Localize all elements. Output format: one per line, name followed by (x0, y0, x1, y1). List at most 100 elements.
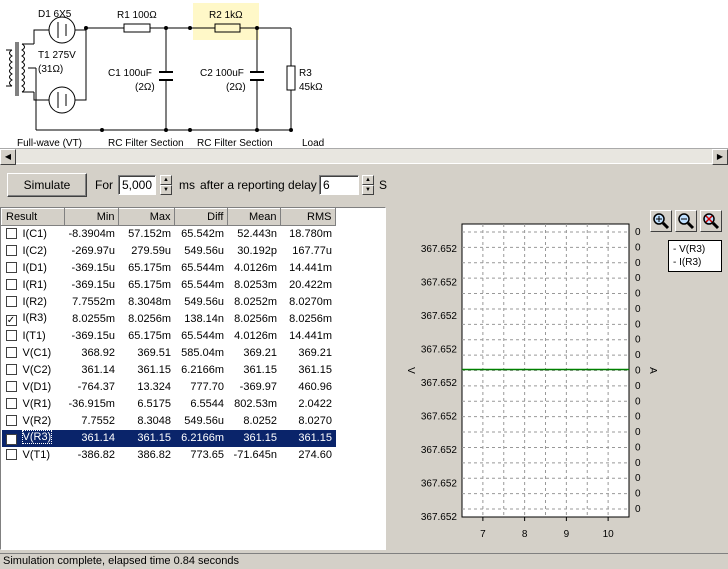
zoom-out-icon[interactable] (675, 210, 697, 232)
table-row[interactable]: V(C1) 368.92 369.51 585.04m 369.21 369.21 (2, 345, 336, 362)
y2-tick-label: 0 (635, 396, 641, 407)
results-table-panel[interactable]: Result Min Max Diff Mean RMS I(C1) -8.390… (0, 207, 386, 550)
resistor-r3[interactable] (286, 65, 296, 91)
table-row[interactable]: I(C1) -8.3904m 57.152m 65.542m 52.443n 18.780… (2, 226, 336, 243)
column-header-min[interactable]: Min (63, 208, 120, 226)
diode-d1-upper[interactable] (48, 16, 76, 44)
result-name-cell[interactable]: V(C1) (2, 345, 65, 362)
result-diff-cell: 585.04m (181, 347, 224, 359)
result-rms-cell: 361.15 (298, 364, 332, 376)
result-name-cell[interactable]: I(C1) (2, 226, 65, 243)
table-row[interactable]: V(C2) 361.14 361.15 6.2166m 361.15 361.15 (2, 362, 336, 379)
scroll-right-icon[interactable]: ▶ (712, 149, 728, 165)
result-name-cell[interactable]: I(R1) (2, 277, 65, 294)
diode-d1-lower[interactable] (48, 86, 76, 114)
result-mean-cell: 361.15 (227, 429, 281, 447)
result-name: V(C2) (22, 364, 52, 376)
result-checkbox[interactable]: ✓ (5, 434, 17, 445)
result-name: V(C1) (22, 347, 52, 359)
y2-tick-label: 0 (635, 258, 641, 269)
table-row[interactable]: I(C2) -269.97u 279.59u 549.56u 30.192p 167.77… (2, 243, 336, 260)
table-row[interactable]: V(D1) -764.37 13.324 777.70 -369.97 460.96 (2, 379, 336, 396)
table-row[interactable]: I(R1) -369.15u 65.175m 65.544m 8.0253m 20.422… (2, 277, 336, 294)
resistor-r1[interactable] (123, 23, 151, 33)
result-mean-cell: 4.0126m (234, 330, 277, 342)
result-checkbox[interactable] (5, 296, 17, 307)
table-row[interactable]: V(R1) -36.915m 6.5175 6.5544 802.53m 2.0422 (2, 396, 336, 413)
result-name: V(R3) (21, 430, 53, 444)
circuit-schematic[interactable]: D1 6X5 T1 275V (31Ω) R1 100Ω R2 1kΩ C1 1… (0, 0, 728, 148)
delay-spinner[interactable]: ▲ ▼ (362, 175, 374, 195)
spin-up-icon[interactable]: ▲ (160, 175, 172, 185)
result-checkbox[interactable] (5, 381, 17, 392)
result-checkbox[interactable] (5, 262, 17, 273)
result-max-cell: 57.152m (128, 228, 171, 241)
spin-up-icon[interactable]: ▲ (362, 175, 374, 185)
result-checkbox[interactable] (5, 398, 17, 409)
result-name-cell[interactable]: V(D1) (2, 379, 65, 396)
y-tick-label: 367.652 (421, 244, 458, 255)
spin-down-icon[interactable]: ▼ (160, 185, 172, 195)
result-min-cell: -369.15u (71, 262, 115, 274)
table-row[interactable]: I(T1) -369.15u 65.175m 65.544m 4.0126m 14.441… (2, 328, 336, 345)
delay-input[interactable]: 6 (319, 175, 359, 195)
x-tick-label: 10 (603, 529, 615, 540)
table-row[interactable]: ✓ V(R3) 361.14 361.15 6.2166m 361.15 361.15 (1, 429, 336, 447)
result-checkbox[interactable] (5, 245, 17, 256)
resistor-r2[interactable] (214, 23, 241, 33)
table-row[interactable]: V(R2) 7.7552 8.3048 549.56u 8.0252 8.0270 (2, 413, 336, 430)
result-name-cell[interactable]: ✓ V(R3) (1, 429, 65, 447)
result-name: I(T1) (22, 330, 46, 342)
result-min-cell: 361.14 (81, 364, 115, 376)
result-name-cell[interactable]: V(C2) (2, 362, 65, 379)
result-name-cell[interactable]: V(T1) (2, 447, 65, 464)
table-row[interactable]: ✓ I(R3) 8.0255m 8.0256m 138.14n 8.0256m 8.0256… (2, 311, 336, 328)
column-header-diff[interactable]: Diff (174, 208, 229, 226)
zoom-in-icon[interactable] (650, 210, 672, 232)
transformer-t1[interactable] (6, 42, 36, 96)
result-checkbox[interactable] (5, 415, 17, 426)
simulate-button[interactable]: Simulate (7, 173, 87, 197)
table-row[interactable]: I(D1) -369.15u 65.175m 65.544m 4.0126m 14.441… (2, 260, 336, 277)
capacitor-c2[interactable] (250, 71, 264, 81)
result-diff-cell: 549.56u (184, 245, 224, 257)
result-name-cell[interactable]: I(T1) (2, 328, 65, 345)
result-mean-cell: 8.0252 (243, 415, 277, 427)
scroll-left-icon[interactable]: ◀ (0, 149, 16, 165)
column-header-rms[interactable]: RMS (280, 208, 337, 226)
result-checkbox[interactable] (5, 449, 17, 460)
zoom-reset-icon[interactable] (700, 210, 722, 232)
y2-tick-label: 0 (635, 504, 641, 515)
result-checkbox[interactable]: ✓ (5, 315, 17, 326)
schematic-horizontal-scrollbar[interactable]: ◀ ▶ (0, 148, 728, 165)
result-name-cell[interactable]: I(C2) (2, 243, 65, 260)
result-name-cell[interactable]: I(R2) (2, 294, 65, 311)
result-name-cell[interactable]: V(R2) (2, 413, 65, 430)
result-checkbox[interactable] (5, 364, 17, 375)
duration-input[interactable]: 5,000 (118, 175, 156, 195)
table-row[interactable]: I(R2) 7.7552m 8.3048m 549.56u 8.0252m 8.0270m (2, 294, 336, 311)
graph-chart[interactable]: 0 0 0 0 0 0 0 0 0 0 0 0 0 0 0 0 0 0 0 367.652 367.652 367.652… (390, 207, 728, 550)
column-header-max[interactable]: Max (118, 208, 176, 226)
duration-spinner[interactable]: ▲ ▼ (160, 175, 172, 195)
column-header-mean[interactable]: Mean (227, 208, 282, 226)
table-row[interactable]: V(T1) -386.82 386.82 773.65 -71.645n 274.60 (2, 447, 336, 464)
result-name-cell[interactable]: V(R1) (2, 396, 65, 413)
column-header-result[interactable]: Result (1, 208, 65, 226)
result-checkbox[interactable] (5, 228, 17, 240)
result-name-cell[interactable]: I(D1) (2, 260, 65, 277)
result-checkbox[interactable] (5, 347, 17, 358)
y2-tick-label: 0 (635, 227, 641, 238)
result-checkbox[interactable] (5, 330, 17, 341)
result-diff-cell: 138.14n (184, 313, 224, 325)
result-diff-cell: 6.2166m (174, 429, 228, 447)
spin-down-icon[interactable]: ▼ (362, 185, 374, 195)
y-tick-label: 367.652 (421, 311, 458, 322)
result-max-cell: 65.175m (128, 330, 171, 342)
result-name: V(R2) (22, 415, 52, 427)
result-rms-cell: 8.0270m (289, 296, 332, 308)
result-max-cell: 8.3048 (137, 415, 171, 427)
result-name-cell[interactable]: ✓ I(R3) (2, 311, 65, 328)
result-checkbox[interactable] (5, 279, 17, 290)
capacitor-c1[interactable] (159, 71, 173, 81)
